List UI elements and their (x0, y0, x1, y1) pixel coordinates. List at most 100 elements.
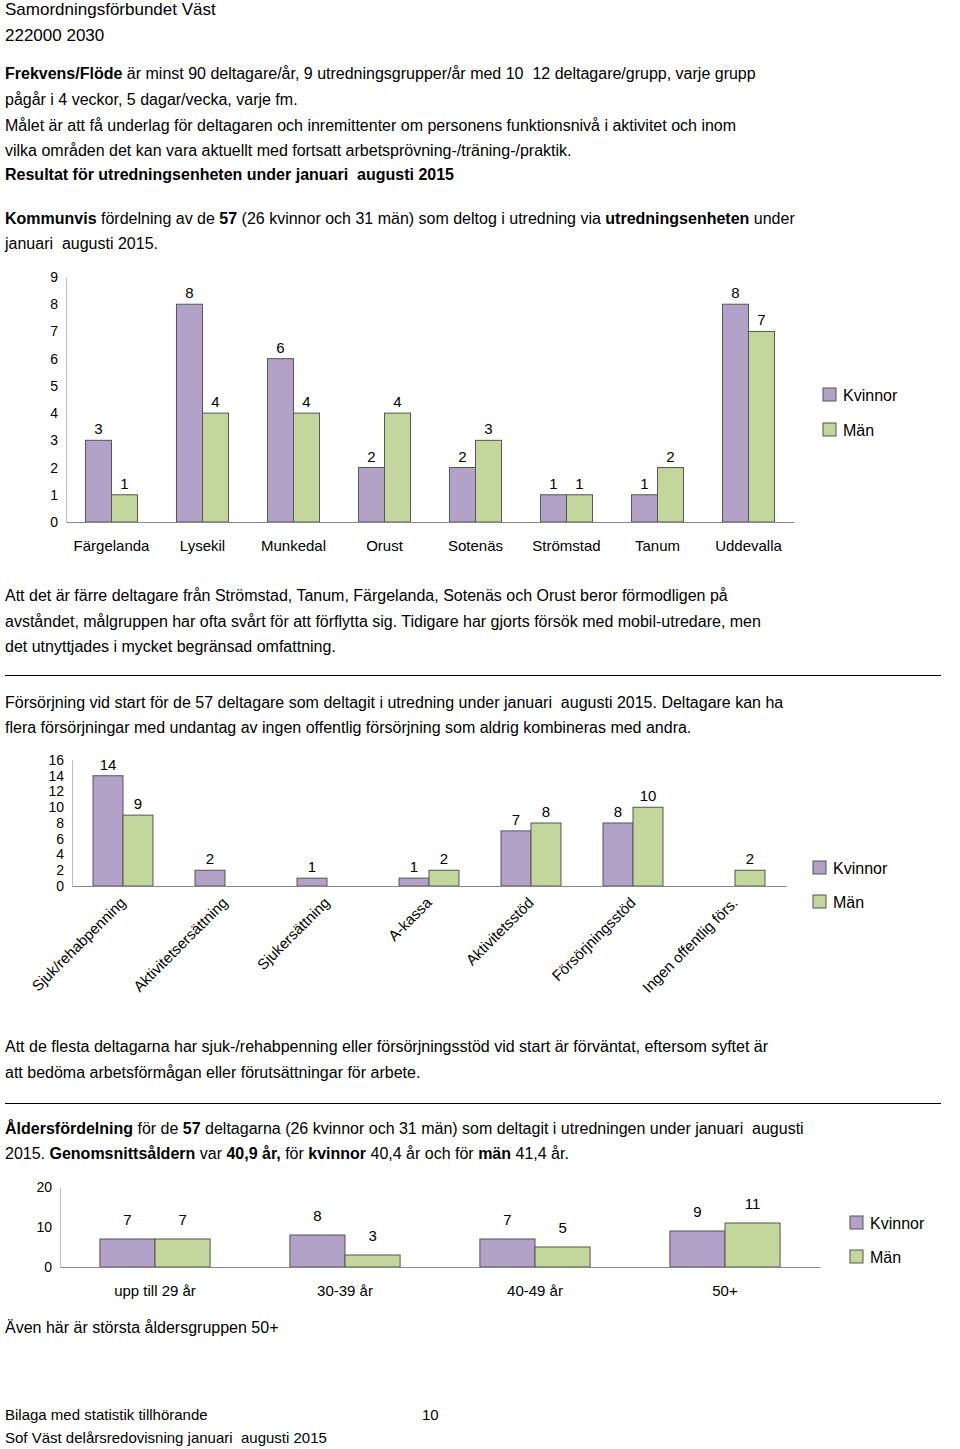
bar (203, 413, 229, 522)
axis-line (72, 761, 73, 887)
text: januari augusti 2015. (5, 235, 158, 252)
text: Försörjning vid start för de 57 deltagar… (5, 694, 783, 711)
bar (176, 304, 202, 522)
data-label: 5 (558, 1219, 566, 1236)
legend-swatch (823, 388, 836, 401)
legend-label: Kvinnor (833, 860, 888, 877)
text-line: Resultat för utredningsenheten under jan… (5, 165, 454, 185)
text: under (749, 210, 794, 227)
footer-text: Bilaga med statistik tillhörande (5, 1405, 208, 1425)
text: 2015. (5, 1145, 49, 1162)
rule (5, 675, 941, 676)
bold-text: Frekvens/Flöde (5, 65, 122, 82)
tick-label: 9 (50, 269, 58, 285)
tick: 30-39 år (317, 1267, 373, 1299)
data-label: 8 (313, 1207, 321, 1224)
data-label: 2 (367, 448, 375, 465)
data-label: 1 (575, 475, 583, 492)
bars (100, 1223, 780, 1267)
data-label: 3 (368, 1227, 376, 1244)
bar (633, 807, 663, 886)
text: för (281, 1145, 309, 1162)
axis-line (67, 522, 795, 523)
data-label: 2 (440, 850, 448, 867)
category-label: Munkedal (261, 537, 326, 554)
tick: 3 (50, 432, 66, 448)
legend-label: Män (833, 894, 864, 911)
tick: 7 (50, 323, 66, 339)
category-label: Ingen offentlig förs. (639, 894, 741, 996)
bars (93, 776, 765, 886)
bar (267, 359, 293, 522)
bar (735, 870, 765, 886)
tick-label: 4 (50, 405, 58, 421)
text-line: Kommunvis fördelning av de 57 (26 kvinno… (5, 209, 795, 229)
text-line: Även här är största åldersgruppen 50+ (5, 1318, 279, 1338)
tick: 6 (50, 351, 66, 367)
text: Målet är att få underlag för deltagaren … (5, 117, 736, 134)
category-label: upp till 29 år (114, 1282, 196, 1299)
bar (670, 1231, 725, 1267)
text: Även här är största åldersgruppen 50+ (5, 1319, 279, 1336)
tick: 0 (50, 514, 66, 530)
data-label: 9 (134, 795, 142, 812)
bar (399, 878, 429, 886)
legend: KvinnorMän (823, 387, 898, 439)
category-label: Sjuk/rehabpenning (28, 894, 128, 994)
charts: 01234567893862211814443127FärgelandaLyse… (0, 0, 960, 1449)
bars (85, 304, 774, 522)
category-label: 40-49 år (507, 1282, 563, 1299)
data-label: 10 (640, 787, 657, 804)
text: avståndet, målgruppen har ofta svårt för… (5, 613, 761, 630)
tick-label: 7 (50, 323, 58, 339)
bar (100, 1239, 155, 1267)
tick: 8 (50, 296, 66, 312)
tick-label: 3 (50, 432, 58, 448)
bar (722, 304, 748, 522)
data-label: 7 (123, 1211, 131, 1228)
data-label: 4 (393, 393, 401, 410)
bar (540, 495, 566, 522)
bar (749, 331, 775, 522)
bold-text: Åldersfördelning (5, 1120, 133, 1137)
axis-line (61, 1267, 821, 1268)
text-line: Försörjning vid start för de 57 deltagar… (5, 693, 783, 713)
category-label: A-kassa (384, 893, 435, 944)
header-title: Samordningsförbundet Väst (5, 0, 216, 20)
bar (93, 776, 123, 886)
text-line: Att de flesta deltagarna har sjuk-/rehab… (5, 1037, 768, 1057)
tick: 10 (36, 1219, 60, 1235)
footer-text: Sof Väst delårsredovisning januari augus… (5, 1428, 327, 1448)
legend-label: Män (870, 1249, 901, 1266)
data-label: 7 (503, 1211, 511, 1228)
text-line: Målet är att få underlag för deltagaren … (5, 116, 736, 136)
tick: Tanum (635, 522, 680, 554)
bar (123, 815, 153, 886)
category-label: Lysekil (180, 537, 225, 554)
data-label: 7 (178, 1211, 186, 1228)
text: vilka områden det kan vara aktuellt med … (5, 142, 572, 159)
text-line: Åldersfördelning för de 57 deltagarna (2… (5, 1119, 804, 1139)
tick: 2 (56, 862, 72, 878)
chart: 02468101214161421178928102Sjuk/rehabpenn… (28, 752, 888, 996)
legend-label: Kvinnor (870, 1215, 925, 1232)
tick-label: 2 (56, 862, 64, 878)
text-line: pågår i 4 veckor, 5 dagar/vecka, varje f… (5, 90, 298, 110)
bold-text: Genomsnittsåldern (49, 1145, 195, 1162)
tick: A-kassa (384, 886, 435, 944)
data-label: 6 (276, 339, 284, 356)
legend-swatch (813, 895, 826, 908)
category-label: 50+ (712, 1282, 738, 1299)
x-axis: upp till 29 år 30-39 år 40-49 år 50+ (61, 1267, 821, 1299)
text: det utnyttjades i mycket begränsad omfat… (5, 638, 336, 655)
bar (631, 495, 657, 522)
data-label: 11 (745, 1195, 761, 1212)
category-label: Aktivitetsstöd (462, 894, 537, 969)
tick: Lysekil (180, 522, 225, 554)
category-label: Orust (366, 537, 404, 554)
bar (294, 413, 320, 522)
text-line: flera försörjningar med undantag av inge… (5, 718, 691, 738)
data-label: 3 (484, 420, 492, 437)
data-label: 1 (308, 858, 316, 875)
bold-text: 40,9 år, (226, 1145, 280, 1162)
